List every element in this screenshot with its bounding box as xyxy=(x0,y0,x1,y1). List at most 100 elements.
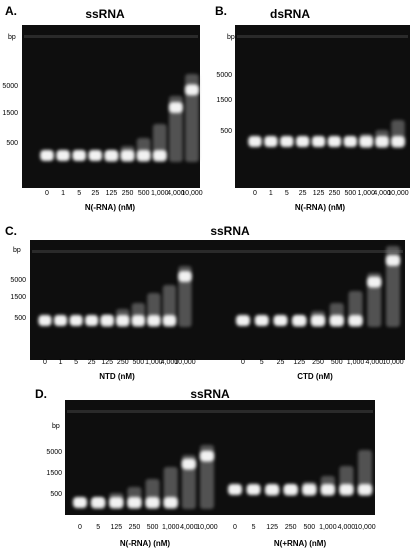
lane-label: 0 xyxy=(233,524,237,531)
lane-label: 25 xyxy=(299,190,307,197)
band xyxy=(302,484,317,495)
lane-label: 4,000 xyxy=(180,524,198,531)
marker-label: 1500 xyxy=(10,294,26,301)
lane-label: 125 xyxy=(101,359,113,366)
band xyxy=(248,136,262,147)
lane-label: 4,000 xyxy=(365,359,383,366)
lane-label: 500 xyxy=(331,359,343,366)
smear xyxy=(185,74,199,162)
gel xyxy=(235,25,410,188)
band xyxy=(292,315,307,326)
band xyxy=(109,497,124,508)
lane-label: 250 xyxy=(122,190,134,197)
marker-label: 1500 xyxy=(2,110,18,117)
axis-label: NTD (nM) xyxy=(99,372,135,381)
lane-label: 4,000 xyxy=(338,524,356,531)
marker-label: 5000 xyxy=(10,277,26,284)
marker-label: 5000 xyxy=(46,449,62,456)
lane-label: 0 xyxy=(241,359,245,366)
lane-label: 125 xyxy=(266,524,278,531)
lane-label: 10,000 xyxy=(174,359,196,366)
band xyxy=(169,102,183,113)
band xyxy=(116,315,130,326)
wells xyxy=(237,35,408,38)
lane-label: 5 xyxy=(77,190,81,197)
lane-label: 5 xyxy=(285,190,289,197)
lane-label: 1 xyxy=(61,190,65,197)
lane-label: 1,000 xyxy=(162,524,180,531)
band xyxy=(375,136,389,147)
lane-label: 250 xyxy=(285,524,297,531)
band xyxy=(56,150,70,161)
axis-label: N(-RNA) (nM) xyxy=(295,203,346,212)
panel-label: C. xyxy=(5,224,17,238)
lane-label: 25 xyxy=(91,190,99,197)
band xyxy=(120,150,135,161)
band xyxy=(320,484,335,495)
marker-label: 1500 xyxy=(46,470,62,477)
panel-title: ssRNA xyxy=(210,224,250,238)
band xyxy=(104,150,119,161)
panel-label: B. xyxy=(215,4,227,18)
wells xyxy=(67,410,373,413)
lane-label: 10,000 xyxy=(382,359,404,366)
panel-title: ssRNA xyxy=(190,387,230,401)
band xyxy=(185,84,199,96)
bp-label: bp xyxy=(227,34,235,41)
lane-label: 125 xyxy=(313,190,325,197)
lane-label: 250 xyxy=(312,359,324,366)
band xyxy=(236,315,250,326)
band xyxy=(147,315,161,326)
band xyxy=(100,315,114,326)
band xyxy=(88,150,103,161)
band xyxy=(311,315,325,326)
band xyxy=(152,150,167,161)
marker-label: 500 xyxy=(14,315,26,322)
band xyxy=(53,315,68,326)
lane-label: 1,000 xyxy=(145,359,163,366)
bp-label: bp xyxy=(8,34,16,41)
panel-title: ssRNA xyxy=(85,7,125,21)
lane-label: 125 xyxy=(106,190,118,197)
band xyxy=(72,150,87,161)
lane-label: 10,000 xyxy=(196,524,218,531)
lane-label: 500 xyxy=(303,524,315,531)
lane-label: 5 xyxy=(260,359,264,366)
lane-label: 4,000 xyxy=(373,190,391,197)
band xyxy=(339,484,354,495)
band xyxy=(359,136,373,147)
band xyxy=(136,150,151,161)
marker-label: 5000 xyxy=(2,83,18,90)
lane-label: 0 xyxy=(43,359,47,366)
lane-label: 10,000 xyxy=(387,190,409,197)
band xyxy=(254,315,269,326)
marker-label: 500 xyxy=(50,491,62,498)
band xyxy=(162,315,177,326)
lane-label: 1,000 xyxy=(357,190,375,197)
panel-label: A. xyxy=(5,4,17,18)
band xyxy=(145,497,160,508)
lane-label: 1 xyxy=(59,359,63,366)
lane-label: 500 xyxy=(138,190,150,197)
band xyxy=(311,136,326,147)
lane-label: 125 xyxy=(293,359,305,366)
wells xyxy=(24,35,198,38)
lane-label: 1 xyxy=(269,190,273,197)
gel xyxy=(30,240,405,360)
marker-label: 5000 xyxy=(216,72,232,79)
band xyxy=(264,136,278,147)
lane-label: 5 xyxy=(96,524,100,531)
lane-label: 25 xyxy=(88,359,96,366)
lane-label: 250 xyxy=(329,190,341,197)
band xyxy=(329,315,344,326)
band xyxy=(178,271,192,282)
band xyxy=(69,315,83,326)
marker-label: 500 xyxy=(6,140,18,147)
lane-label: 125 xyxy=(110,524,122,531)
lane-label: 0 xyxy=(78,524,82,531)
band xyxy=(343,136,358,147)
bp-label: bp xyxy=(52,423,60,430)
band xyxy=(131,315,145,326)
lane-label: 5 xyxy=(74,359,78,366)
band xyxy=(200,450,214,462)
